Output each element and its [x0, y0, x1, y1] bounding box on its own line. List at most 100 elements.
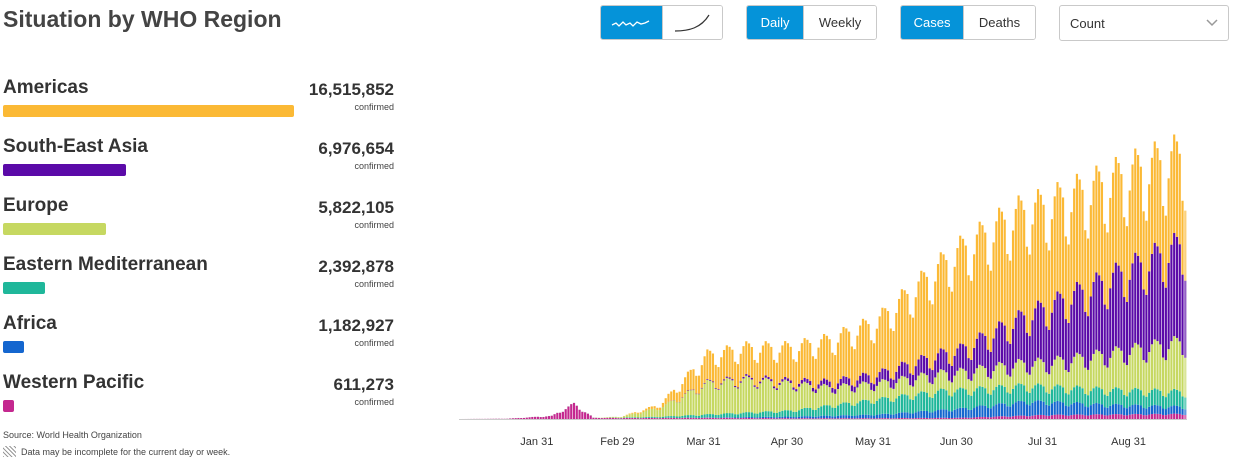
bar-segment [811, 356, 815, 388]
bar-segment [1028, 336, 1031, 375]
bar-segment [1092, 414, 1095, 419]
bar-segment [797, 418, 801, 419]
bar-segment [845, 415, 848, 419]
region-bar [3, 282, 46, 294]
bar-segment [948, 411, 951, 419]
bar-segment [1178, 391, 1181, 407]
bar-segment [931, 412, 934, 419]
bar-segment [842, 415, 845, 419]
bar-segment [1023, 385, 1026, 402]
bar-segment [1028, 254, 1031, 337]
bar-segment [1167, 393, 1170, 408]
bar-segment [1184, 409, 1187, 416]
bar-segment [975, 388, 978, 407]
bar-segment [1131, 347, 1134, 390]
bar-segment [1153, 404, 1156, 414]
bar-segment [1178, 153, 1181, 245]
bar-segment [873, 391, 876, 404]
bar-segment [823, 383, 826, 406]
bar-segment [800, 416, 803, 419]
deaths-button[interactable]: Deaths [963, 6, 1035, 39]
bar-segment [817, 384, 820, 389]
daily-button[interactable]: Daily [747, 6, 804, 39]
bar-segment [550, 415, 553, 419]
x-tick-label: Aug 31 [1111, 436, 1146, 448]
bar-segment [1050, 365, 1054, 390]
bar-segment [647, 416, 651, 418]
bar-segment [681, 397, 684, 416]
bar-segment [989, 408, 992, 418]
bar-segment [1134, 148, 1137, 253]
bar-segment [906, 412, 909, 419]
x-tick-label: May 31 [855, 436, 891, 448]
bar-segment [803, 416, 806, 419]
bar-segment [950, 291, 953, 366]
weekly-button[interactable]: Weekly [803, 6, 876, 39]
bar-segment [1006, 374, 1009, 393]
bar-segment [831, 387, 834, 393]
bar-segment [742, 346, 745, 377]
bar-segment [870, 340, 873, 383]
bar-segment [1048, 393, 1051, 406]
bar-segment [942, 254, 945, 350]
bar-segment [825, 405, 828, 416]
bar-segment [750, 347, 753, 378]
bar-segment [861, 318, 865, 373]
bar-segment [667, 401, 670, 417]
daily-line-style-button[interactable] [601, 6, 662, 39]
bar-segment [1159, 390, 1162, 407]
bar-segment [1009, 406, 1012, 417]
bar-segment [842, 418, 845, 419]
bar-segment [697, 375, 701, 394]
bar-segment [825, 379, 828, 386]
bar-segment [1056, 291, 1059, 356]
bar-segment [1089, 391, 1092, 406]
bar-segment [1106, 232, 1109, 310]
bar-segment [945, 390, 948, 410]
region-confirmed-label: confirmed [354, 338, 394, 348]
bar-segment [870, 389, 873, 404]
wavy-line-icon [611, 19, 650, 27]
bar-segment [1150, 157, 1154, 254]
bar-segment [1056, 182, 1059, 292]
bar-segment [1098, 275, 1101, 352]
bar-segment [753, 417, 756, 419]
bar-segment [817, 388, 820, 408]
bar-segment [570, 404, 573, 419]
bar-segment [1161, 357, 1165, 396]
bar-segment [828, 339, 831, 382]
bar-segment [895, 383, 898, 399]
region-confirmed-label: confirmed [354, 397, 394, 407]
bar-segment [1117, 347, 1120, 389]
bar-segment [984, 368, 987, 389]
bar-segment [522, 417, 526, 419]
bar-segment [547, 416, 551, 419]
bar-segment [906, 418, 909, 419]
bar-segment [984, 405, 987, 417]
bar-segment [1003, 365, 1006, 387]
bar-segment [928, 368, 931, 383]
cases-button[interactable]: Cases [901, 6, 964, 39]
region-name: South-East Asia [3, 136, 148, 157]
bar-segment [920, 410, 923, 418]
bar-segment [753, 413, 756, 418]
bar-segment [984, 416, 987, 419]
bar-segment [1020, 384, 1023, 402]
bar-segment [742, 378, 745, 413]
bar-segment [931, 304, 934, 371]
bar-segment [984, 232, 987, 336]
bar-segment [786, 343, 790, 379]
scale-select[interactable]: Count [1059, 5, 1229, 41]
cumulative-style-button[interactable] [661, 6, 722, 39]
bar-segment [878, 414, 881, 419]
bar-segment [1117, 404, 1120, 415]
bar-segment [953, 266, 956, 356]
bar-segment [700, 387, 703, 389]
bar-segment [636, 418, 639, 419]
bar-segment [639, 412, 642, 414]
bar-segment [978, 332, 981, 365]
bar-segment [517, 418, 520, 419]
bar-segment [856, 380, 859, 388]
bar-segment [511, 418, 514, 419]
bar-segment [970, 280, 973, 360]
